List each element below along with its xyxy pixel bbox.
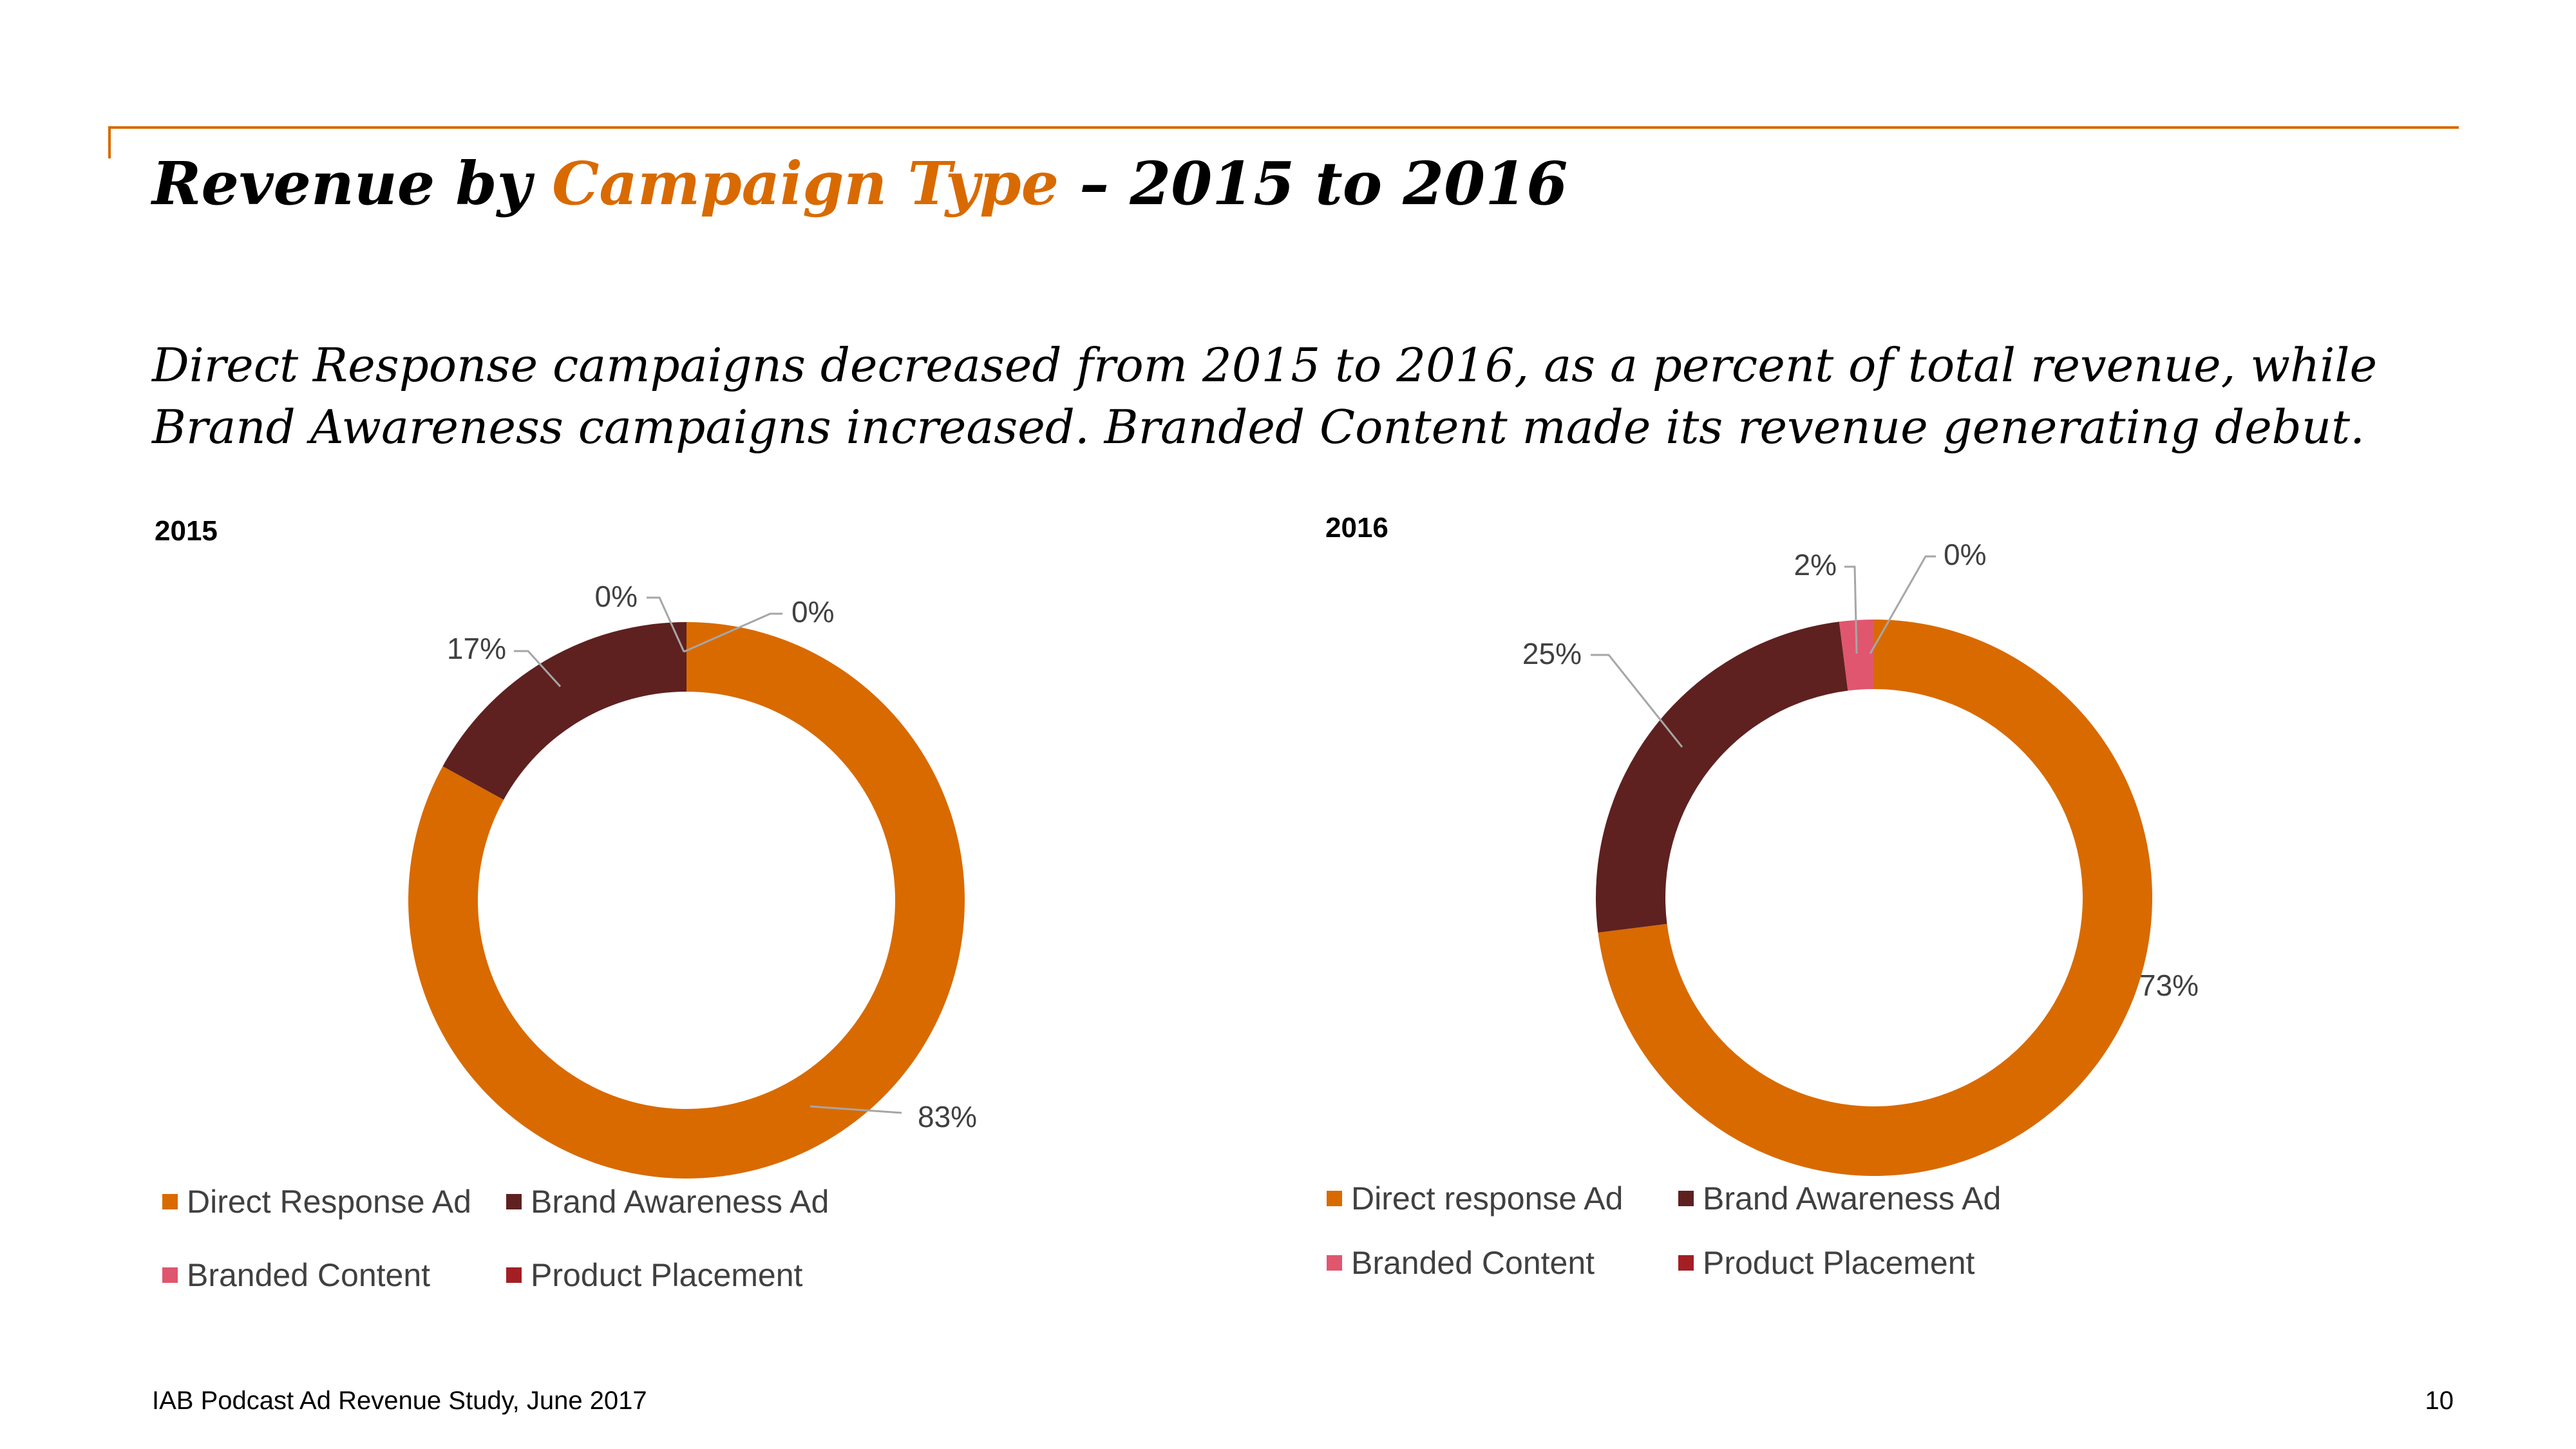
legend-item-product-placement-2015: Product Placement <box>506 1256 802 1294</box>
donut-slice-brand-awareness-2015 <box>442 622 687 800</box>
legend-label: Direct response Ad <box>1351 1180 1624 1217</box>
title-suffix: – 2015 to 2016 <box>1059 149 1568 218</box>
donut-chart-2016: 73% 25% 2% 0% <box>1522 538 2199 1177</box>
legend-label: Direct Response Ad <box>187 1184 471 1220</box>
legend-swatch <box>506 1267 522 1283</box>
data-label-brand-awareness-2015: 17% <box>447 632 506 665</box>
legend-swatch <box>1327 1255 1342 1271</box>
header-rule-tick <box>108 126 111 158</box>
legend-swatch <box>162 1267 178 1283</box>
leader-line-direct-response-2015 <box>810 1105 902 1114</box>
chart-2015-title: 2015 <box>155 515 218 547</box>
title-accent: Campaign Type <box>552 149 1059 218</box>
footer-source: IAB Podcast Ad Revenue Study, June 2017 <box>152 1387 647 1415</box>
legend-swatch <box>1678 1191 1694 1206</box>
donut-slice-branded-content-2016 <box>1839 620 1874 691</box>
legend-label: Branded Content <box>187 1257 431 1293</box>
legend-item-branded-content-2016: Branded Content <box>1327 1244 1595 1282</box>
legend-swatch <box>506 1194 522 1209</box>
legend-label: Brand Awareness Ad <box>1703 1180 2002 1217</box>
legend-label: Branded Content <box>1351 1245 1595 1281</box>
legend-item-branded-content-2015: Branded Content <box>162 1256 430 1294</box>
chart-2016-title: 2016 <box>1325 512 1388 544</box>
donut-slice-brand-awareness-2016 <box>1596 621 1848 933</box>
legend-item-direct-response-2016: Direct response Ad <box>1327 1180 1623 1217</box>
data-label-direct-response-2016: 73% <box>2139 969 2199 1002</box>
leader-line-product-placement-2015 <box>647 596 685 652</box>
leader-line-branded-content-2016 <box>1844 565 1858 654</box>
leader-line-brand-awareness-2016 <box>1591 654 1683 748</box>
legend-item-product-placement-2016: Product Placement <box>1678 1244 1975 1282</box>
page-title: Revenue by Campaign Type – 2015 to 2016 <box>152 148 1567 219</box>
title-prefix: Revenue by <box>152 149 553 218</box>
leader-line-branded-content-2015 <box>683 612 782 653</box>
legend-item-direct-response-2015: Direct Response Ad <box>162 1183 471 1220</box>
data-label-direct-response-2015: 83% <box>918 1100 977 1133</box>
legend-label: Product Placement <box>1703 1245 1975 1281</box>
page-subtitle: Direct Response campaigns decreased from… <box>152 338 2378 454</box>
data-label-brand-awareness-2016: 25% <box>1522 637 1582 670</box>
legend-item-brand-awareness-2015: Brand Awareness Ad <box>506 1183 829 1220</box>
leader-line-brand-awareness-2015 <box>514 650 562 688</box>
legend-item-brand-awareness-2016: Brand Awareness Ad <box>1678 1180 2001 1217</box>
legend-swatch <box>1678 1255 1694 1271</box>
legend-label: Product Placement <box>531 1257 803 1293</box>
header-rule <box>108 126 2459 129</box>
legend-label: Brand Awareness Ad <box>531 1184 829 1220</box>
legend-swatch <box>1327 1191 1342 1206</box>
page-number: 10 <box>2425 1387 2454 1415</box>
data-label-product-placement-2015: 0% <box>595 580 638 613</box>
leader-line-product-placement-2016 <box>1869 555 1936 654</box>
data-label-branded-content-2016: 2% <box>1794 548 1837 582</box>
data-label-branded-content-2015: 0% <box>791 595 834 629</box>
data-label-product-placement-2016: 0% <box>1944 538 1986 571</box>
legend-swatch <box>162 1194 178 1209</box>
donut-chart-2015: 83% 17% 0% 0% <box>408 580 977 1179</box>
